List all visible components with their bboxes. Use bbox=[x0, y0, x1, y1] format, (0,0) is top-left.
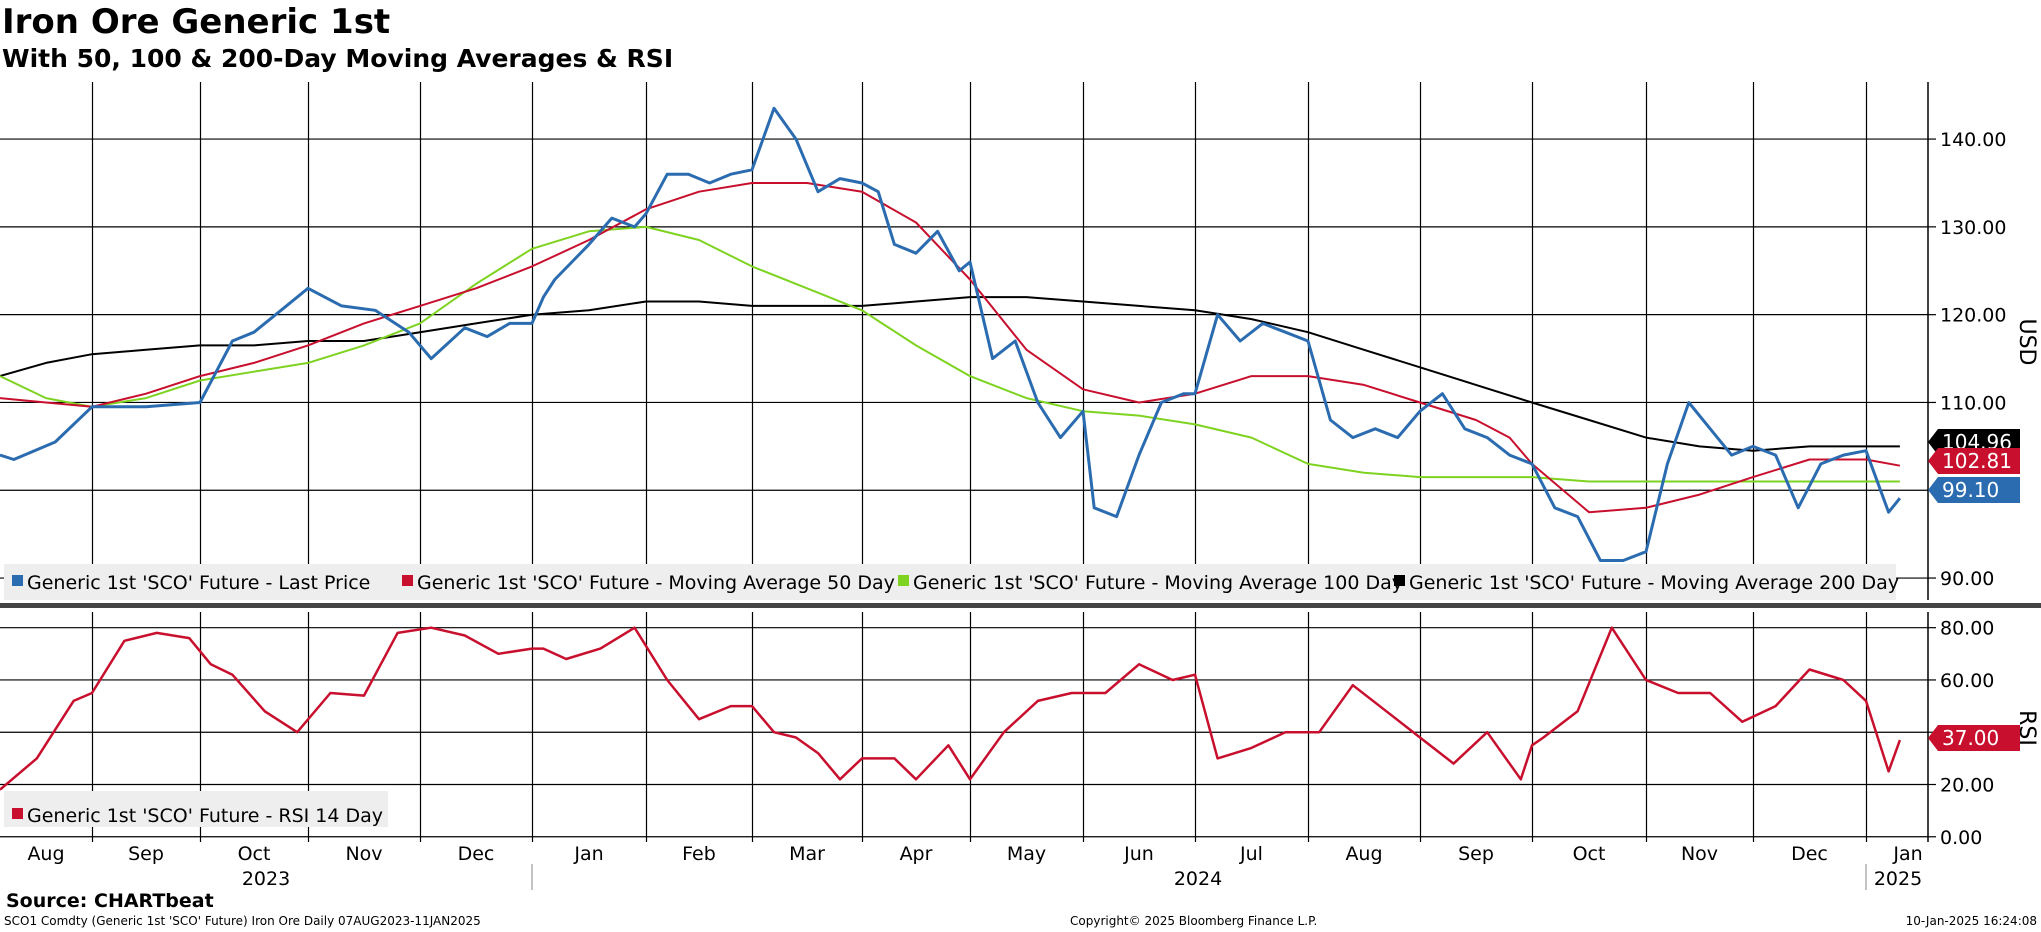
price-tick-label: 110.00 bbox=[1940, 392, 2006, 414]
legend-swatch bbox=[898, 575, 909, 586]
legend-label: Generic 1st 'SCO' Future - Moving Averag… bbox=[417, 572, 895, 594]
legend-swatch bbox=[402, 575, 413, 586]
last-value-tag-price-label: 99.10 bbox=[1942, 478, 1999, 502]
month-label: Dec bbox=[458, 843, 495, 865]
year-label: 2025 bbox=[1874, 868, 1922, 890]
panel-divider bbox=[0, 603, 2041, 608]
series-rsi-14-day bbox=[0, 626, 1902, 791]
month-label: Jul bbox=[1239, 843, 1263, 865]
source-note: Source: CHARTbeat bbox=[6, 890, 214, 912]
price-tick-label: 130.00 bbox=[1940, 217, 2006, 239]
legend-label: Generic 1st 'SCO' Future - Moving Averag… bbox=[913, 572, 1403, 594]
series-moving-average-200-day bbox=[0, 296, 1900, 452]
last-value-tag-ma50 bbox=[1928, 448, 2020, 474]
chart-subtitle: With 50, 100 & 200-Day Moving Averages &… bbox=[2, 44, 674, 73]
rsi-tick-label: 20.00 bbox=[1940, 775, 1994, 797]
month-label: May bbox=[1007, 843, 1046, 865]
last-value-tag-rsi-label: 37.00 bbox=[1942, 726, 1999, 750]
legend-label: Generic 1st 'SCO' Future - RSI 14 Day bbox=[27, 805, 383, 827]
series-last-price bbox=[0, 106, 1902, 562]
month-label: Mar bbox=[789, 843, 825, 865]
rsi-tick-label: 80.00 bbox=[1940, 618, 1994, 640]
chart-title: Iron Ore Generic 1st bbox=[2, 2, 391, 42]
series-moving-average-50-day bbox=[0, 182, 1901, 514]
month-label: Oct bbox=[1573, 843, 1606, 865]
legend-swatch bbox=[1394, 575, 1405, 586]
month-label: Jun bbox=[1123, 843, 1154, 865]
rsi-tick-label: 60.00 bbox=[1940, 670, 1994, 692]
month-label: Aug bbox=[27, 843, 64, 865]
month-label: Oct bbox=[238, 843, 271, 865]
footer-timestamp: 10-Jan-2025 16:24:08 bbox=[1905, 914, 2037, 928]
year-label: 2024 bbox=[1174, 868, 1222, 890]
last-value-tag-price bbox=[1928, 477, 2020, 503]
price-tick-label: 120.00 bbox=[1940, 305, 2006, 327]
price-tick-label: 140.00 bbox=[1940, 129, 2006, 151]
legend-label: Generic 1st 'SCO' Future - Moving Averag… bbox=[1409, 572, 1899, 594]
year-label: 2023 bbox=[242, 868, 290, 890]
price-tick-label: 90.00 bbox=[1940, 568, 1994, 590]
last-value-tag-ma50-label: 102.81 bbox=[1942, 449, 2012, 473]
footer-ticker-info: SCO1 Comdty (Generic 1st 'SCO' Future) I… bbox=[4, 914, 481, 928]
month-label: Nov bbox=[1681, 843, 1718, 865]
month-label: Nov bbox=[345, 843, 382, 865]
month-label: Jan bbox=[573, 843, 603, 865]
series-moving-average-100-day bbox=[0, 225, 1900, 483]
month-label: Sep bbox=[1458, 843, 1494, 865]
price-legend bbox=[4, 564, 1896, 600]
last-value-tag-rsi bbox=[1928, 725, 2020, 751]
month-label: Sep bbox=[128, 843, 164, 865]
month-label: Aug bbox=[1345, 843, 1382, 865]
rsi-legend bbox=[4, 791, 388, 827]
month-label: Feb bbox=[682, 843, 716, 865]
legend-label: Generic 1st 'SCO' Future - Last Price bbox=[27, 572, 370, 594]
month-label: Dec bbox=[1791, 843, 1828, 865]
rsi-tick-label: 0.00 bbox=[1940, 827, 1982, 849]
month-label: Jan bbox=[1892, 843, 1922, 865]
month-label: Apr bbox=[900, 843, 933, 865]
legend-swatch bbox=[12, 808, 23, 819]
footer-copyright: Copyright© 2025 Bloomberg Finance L.P. bbox=[1070, 914, 1318, 928]
legend-swatch bbox=[12, 575, 23, 586]
price-axis-label: USD bbox=[2014, 318, 2039, 365]
